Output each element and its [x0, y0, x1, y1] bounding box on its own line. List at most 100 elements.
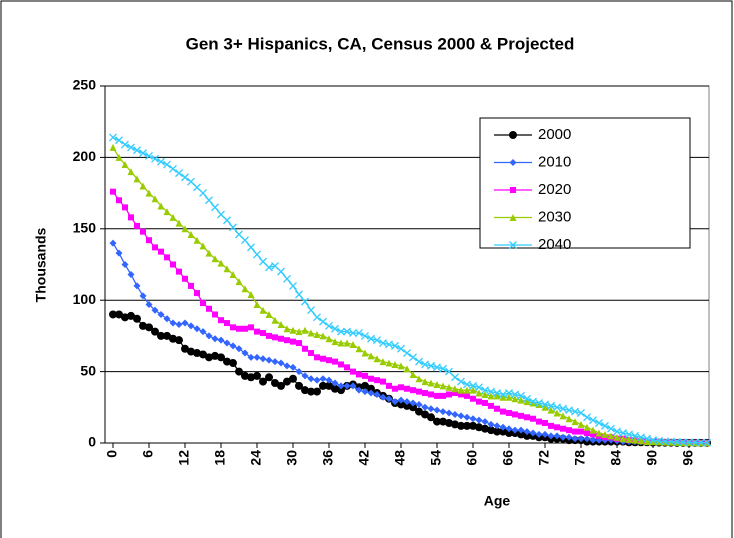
marker	[415, 407, 423, 416]
marker	[211, 203, 219, 212]
marker	[542, 420, 548, 427]
marker	[679, 438, 687, 447]
marker	[475, 416, 483, 424]
legend-label: 2040	[538, 236, 571, 253]
marker	[373, 355, 381, 363]
marker	[595, 419, 603, 427]
marker	[509, 159, 517, 166]
marker	[511, 426, 519, 434]
legend-label: 2020	[538, 181, 571, 198]
marker	[121, 161, 129, 169]
marker	[157, 310, 165, 318]
x-tick-label: 60	[464, 450, 480, 466]
marker	[524, 414, 530, 421]
marker	[259, 257, 267, 266]
marker	[512, 411, 518, 418]
marker	[367, 389, 375, 397]
marker	[445, 419, 453, 428]
marker	[373, 390, 381, 398]
marker	[560, 425, 566, 432]
marker	[476, 398, 482, 405]
marker	[181, 225, 189, 233]
marker	[295, 368, 303, 376]
marker	[439, 408, 447, 416]
marker	[115, 153, 123, 161]
marker	[643, 434, 651, 443]
x-tick-label: 18	[212, 450, 228, 466]
marker	[115, 249, 123, 257]
marker	[577, 435, 585, 443]
marker	[703, 438, 711, 447]
x-tick-label: 12	[176, 450, 192, 466]
x-tick-label: 96	[680, 450, 696, 466]
marker	[151, 195, 159, 203]
marker	[421, 410, 429, 419]
marker	[379, 358, 387, 366]
x-tick-label: 36	[320, 450, 336, 466]
marker	[151, 306, 159, 314]
marker	[470, 395, 476, 402]
marker	[487, 392, 495, 400]
marker	[583, 423, 591, 431]
marker	[247, 373, 255, 382]
marker	[397, 396, 405, 404]
x-axis-label: Age	[484, 493, 511, 509]
x-tick-label: 54	[428, 450, 444, 466]
marker	[493, 427, 501, 436]
marker	[278, 335, 284, 342]
marker	[391, 360, 399, 368]
marker	[451, 420, 459, 429]
marker	[266, 332, 272, 339]
series	[109, 133, 711, 447]
marker	[194, 290, 200, 297]
marker	[326, 357, 332, 364]
x-tick-label: 84	[608, 450, 624, 466]
marker	[649, 438, 657, 446]
marker	[109, 143, 117, 151]
marker	[530, 415, 536, 422]
marker	[337, 327, 345, 336]
marker	[505, 429, 513, 438]
marker	[427, 405, 435, 413]
marker	[236, 325, 242, 332]
marker	[379, 339, 387, 347]
marker	[361, 331, 369, 340]
marker	[469, 421, 477, 430]
marker	[415, 400, 423, 408]
marker	[457, 386, 465, 394]
marker	[415, 357, 423, 366]
marker	[487, 426, 495, 435]
marker	[350, 368, 356, 375]
marker	[488, 402, 494, 409]
marker	[481, 390, 489, 398]
marker	[313, 376, 321, 384]
marker	[397, 400, 405, 409]
marker	[523, 394, 531, 403]
marker	[451, 373, 459, 382]
marker	[206, 305, 212, 312]
marker	[169, 334, 177, 343]
marker	[145, 300, 153, 308]
marker	[182, 275, 188, 282]
marker	[223, 339, 231, 347]
x-tick-label: 30	[284, 450, 300, 466]
marker	[109, 133, 117, 142]
marker	[469, 415, 477, 423]
marker	[445, 409, 453, 417]
marker	[637, 433, 645, 442]
marker	[325, 376, 333, 384]
marker	[559, 404, 567, 413]
marker	[116, 197, 122, 204]
marker	[535, 400, 543, 408]
marker	[175, 169, 183, 178]
marker	[505, 393, 513, 401]
marker	[241, 371, 249, 380]
marker	[223, 357, 231, 366]
marker	[193, 183, 201, 192]
marker	[385, 359, 393, 367]
marker	[463, 413, 471, 421]
x-tick-label: 90	[644, 450, 660, 466]
marker	[181, 173, 189, 182]
marker	[139, 149, 147, 158]
legend-label: 2010	[538, 153, 571, 170]
